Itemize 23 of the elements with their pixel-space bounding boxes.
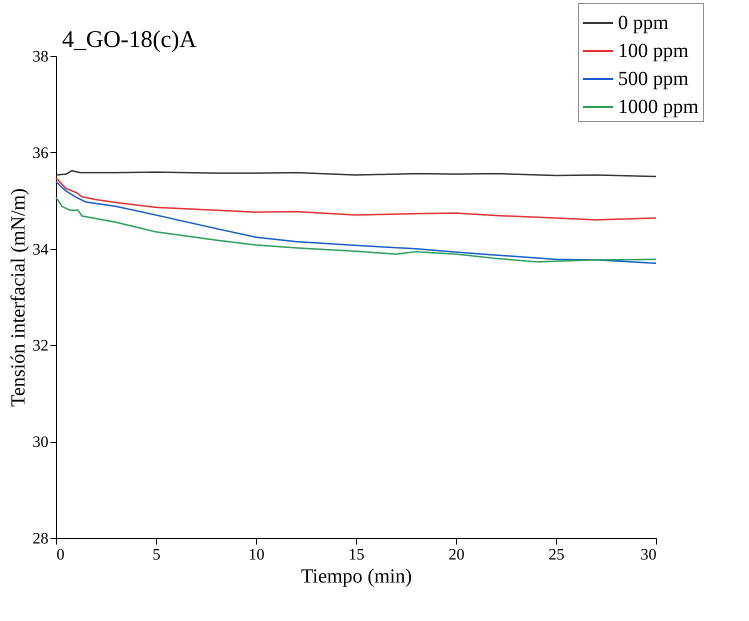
y-tick-label: 28 bbox=[32, 530, 48, 548]
y-tick-label: 38 bbox=[32, 48, 48, 66]
x-tick-label: 20 bbox=[448, 546, 464, 564]
line-series bbox=[55, 196, 657, 263]
y-tick-label: 32 bbox=[32, 338, 48, 355]
x-tick-label: 10 bbox=[248, 546, 264, 564]
y-tick-label: 34 bbox=[32, 241, 48, 258]
x-tick-label: 15 bbox=[348, 546, 364, 564]
legend-label: 1000 ppm bbox=[618, 96, 699, 118]
x-tick-label: 30 bbox=[640, 546, 656, 564]
legend-label: 500 ppm bbox=[618, 68, 689, 90]
chart-title: 4_GO-18(c)A bbox=[62, 27, 198, 53]
x-tick-label: 25 bbox=[548, 546, 564, 564]
line-series bbox=[55, 181, 657, 264]
legend-label: 0 ppm bbox=[618, 12, 669, 34]
y-axis-title: Tensión interfacial (mN/m) bbox=[8, 188, 30, 407]
x-tick-label: 0 bbox=[56, 546, 64, 564]
y-tick-label: 36 bbox=[32, 144, 48, 162]
legend-label: 100 ppm bbox=[618, 40, 689, 62]
line-series bbox=[55, 177, 657, 221]
x-axis-title: Tiempo (min) bbox=[301, 566, 412, 588]
x-tick-label: 5 bbox=[152, 546, 160, 564]
y-tick-label: 30 bbox=[32, 434, 48, 452]
